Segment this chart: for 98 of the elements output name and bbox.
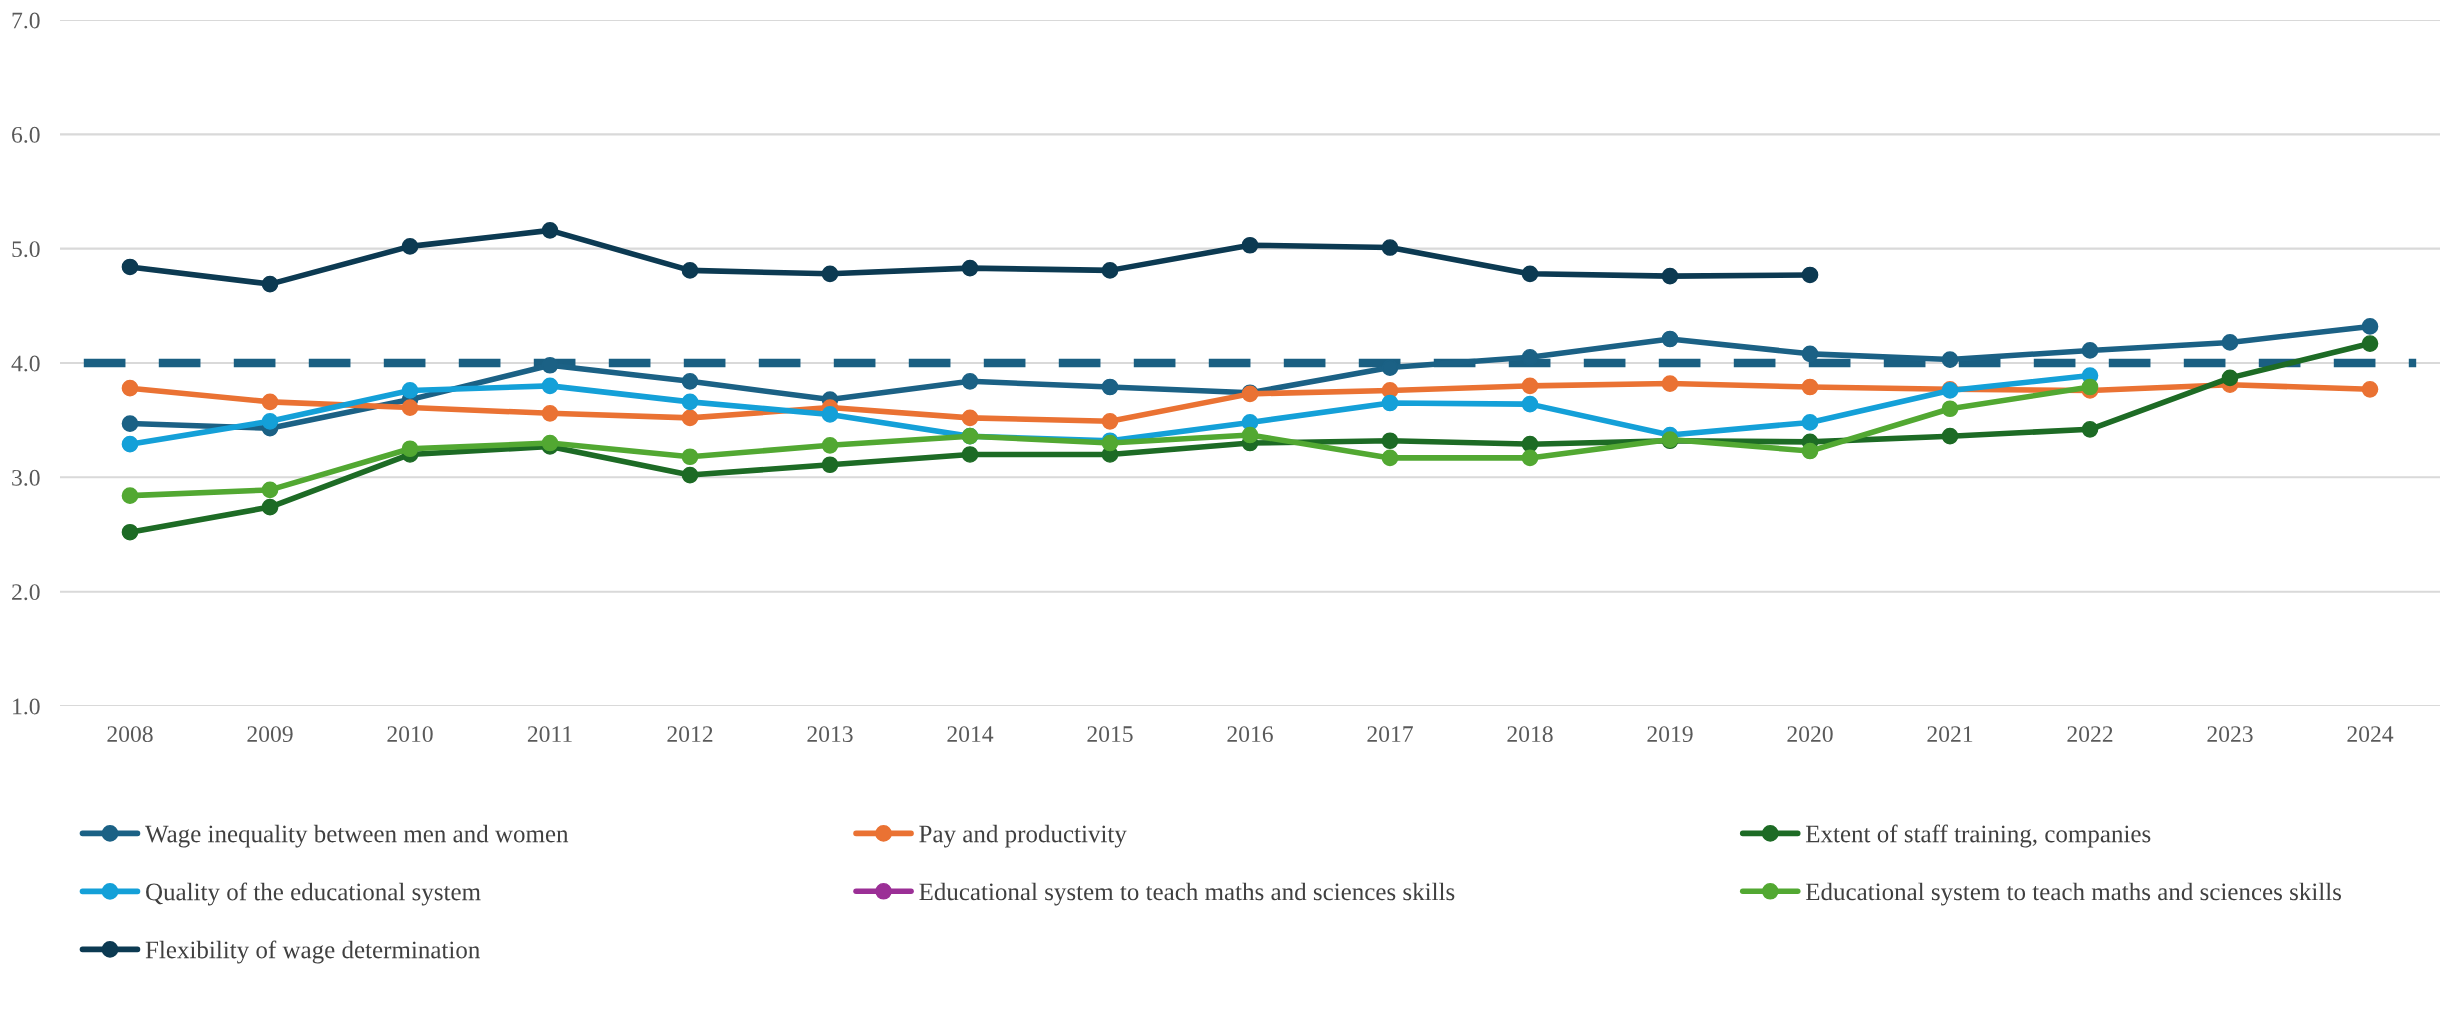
point bbox=[121, 415, 139, 432]
point bbox=[1521, 449, 1539, 467]
point bbox=[681, 466, 699, 484]
point bbox=[1241, 426, 1259, 444]
point bbox=[121, 379, 139, 397]
y-tick-label: 7.0 bbox=[12, 12, 40, 29]
point bbox=[261, 481, 279, 499]
point bbox=[1801, 345, 1819, 363]
legend-label: Flexibility of wage determination bbox=[145, 940, 480, 964]
point bbox=[541, 434, 559, 452]
x-tick-label: 2021 bbox=[1927, 726, 1973, 743]
point bbox=[961, 259, 979, 277]
point bbox=[261, 393, 279, 411]
point bbox=[121, 523, 139, 541]
point bbox=[1521, 377, 1539, 395]
point bbox=[261, 275, 279, 293]
y-tick-label: 2.0 bbox=[12, 584, 40, 601]
point bbox=[541, 404, 559, 422]
point bbox=[1101, 412, 1119, 430]
point bbox=[961, 409, 979, 427]
x-tick-label: 2008 bbox=[107, 726, 153, 743]
point bbox=[961, 446, 979, 463]
point bbox=[2221, 334, 2239, 351]
point bbox=[1941, 351, 1959, 368]
x-tick-label: 2014 bbox=[947, 726, 994, 743]
point bbox=[1521, 435, 1539, 453]
point bbox=[821, 265, 839, 283]
point bbox=[1101, 378, 1119, 396]
legend-label: Wage inequality between men and women bbox=[145, 824, 569, 848]
point bbox=[1521, 395, 1539, 413]
point bbox=[2081, 342, 2099, 359]
point bbox=[2361, 380, 2379, 398]
point bbox=[541, 356, 559, 374]
point bbox=[1661, 267, 1679, 285]
point bbox=[401, 238, 419, 255]
point bbox=[821, 456, 839, 474]
x-tick-label: 2023 bbox=[2207, 726, 2253, 743]
point bbox=[681, 448, 699, 466]
point bbox=[1381, 394, 1399, 412]
point bbox=[2361, 335, 2379, 352]
x-tick-label: 2024 bbox=[2347, 726, 2394, 743]
point bbox=[1381, 239, 1399, 256]
legend-label: Extent of staff training, companies bbox=[1805, 824, 2151, 848]
point bbox=[261, 412, 279, 430]
legend-label: Educational system to teach maths and sciences skills bbox=[919, 882, 1455, 906]
point bbox=[1661, 375, 1679, 392]
point bbox=[821, 406, 839, 423]
x-tick-label: 2017 bbox=[1367, 726, 1413, 743]
x-tick-label: 2013 bbox=[807, 726, 853, 743]
legend-label: Educational system to teach maths and sciences skills bbox=[1805, 882, 2342, 906]
x-tick-label: 2012 bbox=[667, 726, 713, 743]
point bbox=[681, 372, 699, 390]
point bbox=[961, 372, 979, 390]
x-tick-label: 2009 bbox=[247, 726, 293, 743]
y-tick-label: 3.0 bbox=[12, 469, 40, 486]
point bbox=[1801, 414, 1819, 431]
x-tick-label: 2011 bbox=[527, 726, 572, 743]
y-tick-label: 5.0 bbox=[12, 241, 40, 258]
point bbox=[1381, 449, 1399, 467]
point bbox=[261, 498, 279, 516]
point bbox=[121, 487, 139, 504]
point bbox=[681, 409, 699, 427]
x-tick-label: 2010 bbox=[387, 726, 433, 743]
y-tick-label: 1.0 bbox=[13, 698, 40, 715]
y-tick-label: 4.0 bbox=[11, 355, 40, 372]
point bbox=[1801, 442, 1819, 460]
x-tick-label: 2020 bbox=[1787, 726, 1833, 743]
point bbox=[1661, 330, 1679, 348]
point bbox=[2361, 318, 2379, 335]
point bbox=[401, 399, 419, 416]
point bbox=[1941, 427, 1959, 445]
point bbox=[681, 262, 699, 279]
point bbox=[121, 435, 139, 453]
point bbox=[821, 436, 839, 454]
point bbox=[2081, 420, 2099, 438]
y-tick-label: 6.0 bbox=[12, 126, 40, 143]
x-tick-label: 2016 bbox=[1227, 726, 1273, 743]
x-tick-label: 2015 bbox=[1087, 726, 1133, 743]
point bbox=[1101, 262, 1119, 279]
legend-label: Quality of the educational system bbox=[146, 882, 481, 906]
point bbox=[541, 377, 559, 395]
point bbox=[401, 382, 419, 399]
legend-label: Pay and productivity bbox=[919, 824, 1127, 848]
point bbox=[2081, 378, 2099, 396]
point bbox=[681, 393, 699, 411]
point bbox=[541, 222, 559, 239]
point bbox=[1381, 432, 1399, 450]
x-tick-label: 2018 bbox=[1507, 726, 1553, 743]
point bbox=[1521, 265, 1539, 283]
point bbox=[2221, 369, 2239, 387]
point bbox=[1801, 378, 1819, 396]
point bbox=[121, 258, 139, 276]
point bbox=[401, 440, 419, 458]
x-tick-label: 2019 bbox=[1647, 726, 1693, 743]
point bbox=[1801, 266, 1819, 284]
point bbox=[1941, 400, 1959, 418]
x-tick-label: 2022 bbox=[2067, 726, 2113, 743]
point bbox=[1241, 236, 1259, 254]
